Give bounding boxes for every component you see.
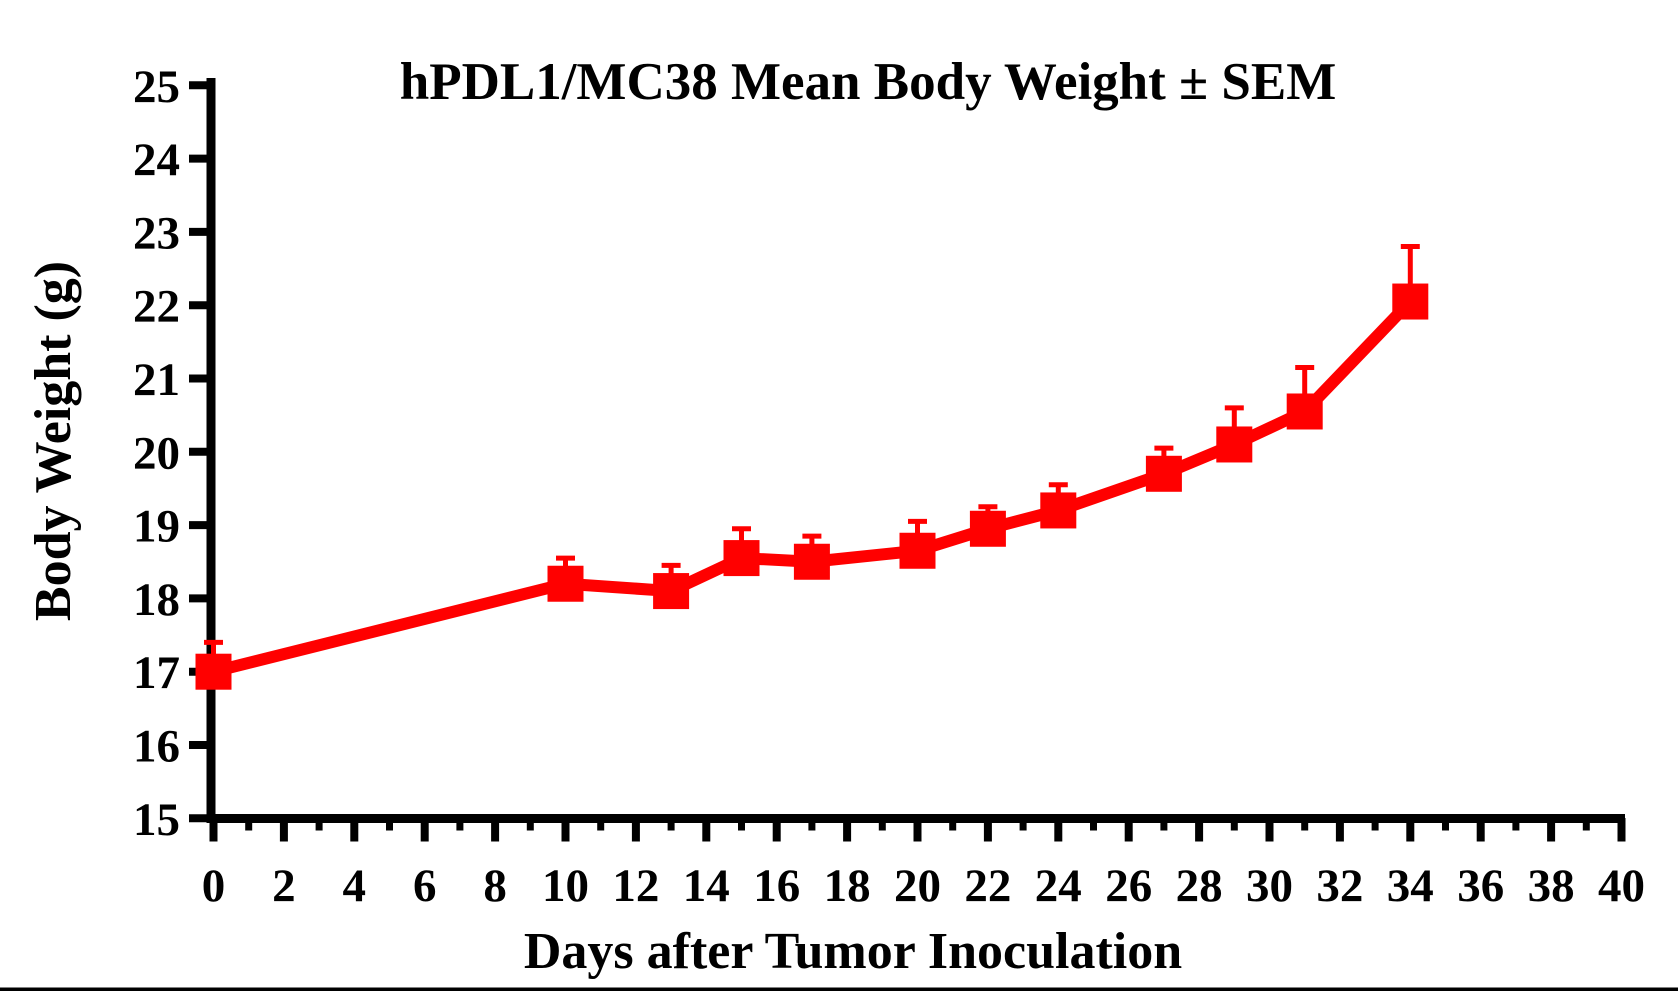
- data-point-marker: [653, 573, 690, 610]
- data-point-marker: [547, 565, 584, 602]
- x-tick-label: 32: [1316, 860, 1363, 912]
- axis-ticks: [189, 81, 1626, 842]
- x-tick-label: 8: [483, 860, 507, 912]
- x-tick-label: 24: [1035, 860, 1082, 912]
- x-tick-label: 18: [824, 860, 871, 912]
- x-tick-label: 22: [964, 860, 1011, 912]
- x-tick-label: 26: [1105, 860, 1152, 912]
- x-tick-label: 28: [1176, 860, 1223, 912]
- axes: [206, 78, 1625, 823]
- y-tick-label: 22: [133, 281, 180, 333]
- x-tick-label: 14: [683, 860, 730, 912]
- data-point-marker: [195, 653, 232, 690]
- y-tick-label: 15: [133, 794, 180, 846]
- y-tick-label: 25: [133, 61, 180, 113]
- x-tick-label: 4: [343, 860, 367, 912]
- y-tick-label: 16: [133, 721, 180, 773]
- x-tick-label: 6: [413, 860, 437, 912]
- y-axis-label: Body Weight (g): [25, 261, 82, 621]
- data-point-marker: [1216, 426, 1253, 463]
- y-tick-label: 23: [133, 207, 180, 259]
- data-point-marker: [1145, 455, 1182, 492]
- y-tick-label: 17: [133, 647, 180, 699]
- x-tick-label: 16: [753, 860, 800, 912]
- x-tick-label: 12: [612, 860, 659, 912]
- x-tick-label: 10: [542, 860, 589, 912]
- data-point-marker: [723, 540, 760, 577]
- x-tick-label: 34: [1387, 860, 1434, 912]
- x-axis-label: Days after Tumor Inoculation: [524, 923, 1182, 980]
- y-tick-label: 20: [133, 427, 180, 479]
- x-tick-label: 36: [1457, 860, 1504, 912]
- x-tick-label: 30: [1246, 860, 1293, 912]
- bottom-divider-line: [0, 987, 1678, 991]
- x-tick-label: 2: [272, 860, 296, 912]
- x-tick-label: 0: [202, 860, 226, 912]
- y-tick-label: 19: [133, 501, 180, 553]
- x-tick-label: 38: [1528, 860, 1575, 912]
- x-tick-label: 40: [1598, 860, 1645, 912]
- data-series: [195, 244, 1429, 690]
- data-point-marker: [793, 543, 830, 580]
- x-tick-label: 20: [894, 860, 941, 912]
- data-point-marker: [969, 510, 1006, 547]
- data-point-marker: [1286, 393, 1323, 430]
- data-point-marker: [899, 532, 936, 569]
- series-line: [207, 295, 1417, 678]
- y-tick-label: 21: [133, 354, 180, 406]
- y-tick-label: 24: [133, 134, 180, 186]
- chart-title: hPDL1/MC38 Mean Body Weight ± SEM: [400, 53, 1337, 111]
- data-point-marker: [1392, 283, 1429, 320]
- y-tick-label: 18: [133, 574, 180, 626]
- data-point-marker: [1040, 492, 1077, 529]
